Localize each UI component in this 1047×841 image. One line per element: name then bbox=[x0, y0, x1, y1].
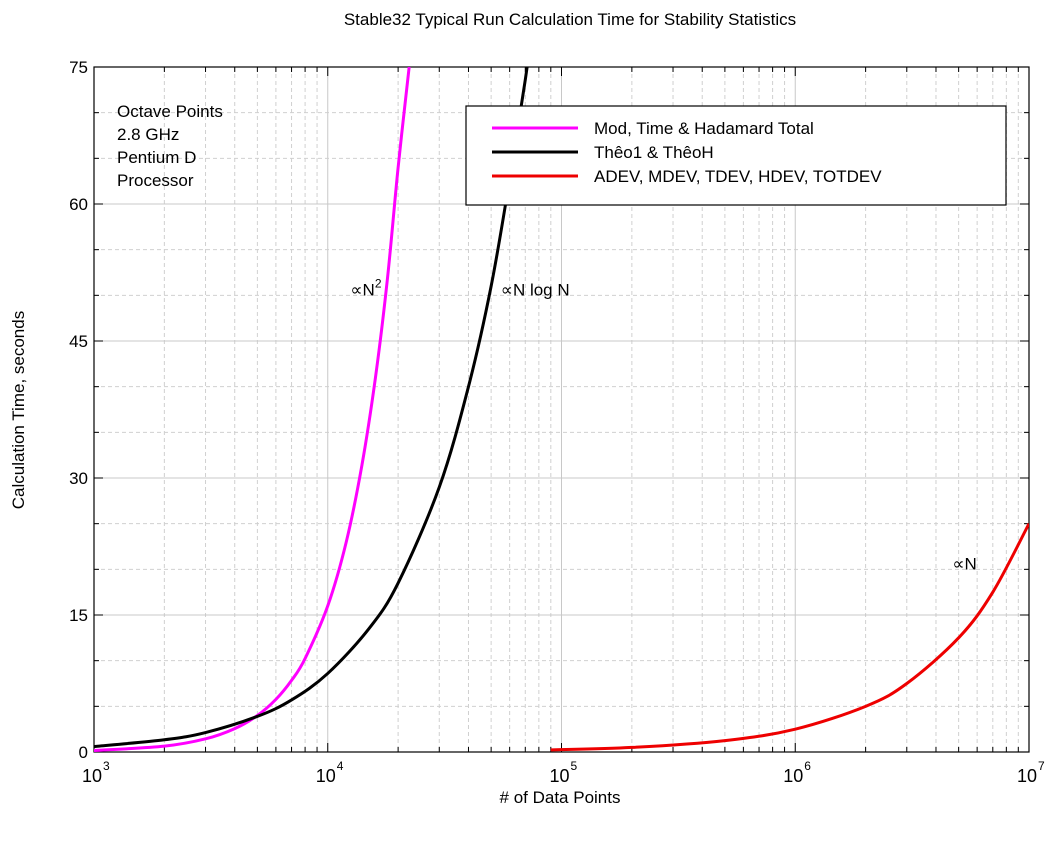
svg-text:6: 6 bbox=[804, 759, 811, 773]
svg-text:10: 10 bbox=[316, 766, 336, 786]
x-tick-label: 10 6 bbox=[783, 759, 811, 786]
x-tick-label: 10 5 bbox=[549, 759, 577, 786]
y-tick-labels: 0 15 30 45 60 75 bbox=[69, 58, 88, 762]
x-tick-label: 10 3 bbox=[82, 759, 110, 786]
y-tick-label: 30 bbox=[69, 469, 88, 488]
legend-label: Thêo1 & ThêoH bbox=[594, 143, 714, 162]
y-tick-label: 15 bbox=[69, 606, 88, 625]
svg-text:10: 10 bbox=[1017, 766, 1037, 786]
series-line-0 bbox=[94, 67, 411, 752]
chart-title: Stable32 Typical Run Calculation Time fo… bbox=[344, 10, 796, 29]
svg-text:4: 4 bbox=[337, 759, 344, 773]
svg-text:10: 10 bbox=[82, 766, 102, 786]
y-tick-label: 60 bbox=[69, 195, 88, 214]
curve-annotation: ∝N2 bbox=[350, 276, 381, 299]
info-line: Octave Points bbox=[117, 102, 223, 121]
svg-text:10: 10 bbox=[549, 766, 569, 786]
svg-text:7: 7 bbox=[1038, 759, 1045, 773]
info-line: Pentium D bbox=[117, 148, 196, 167]
curve-annotation: ∝N bbox=[952, 554, 976, 573]
info-line: 2.8 GHz bbox=[117, 125, 179, 144]
x-tick-label: 10 7 bbox=[1017, 759, 1045, 786]
info-line: Processor bbox=[117, 171, 194, 190]
x-axis-label: # of Data Points bbox=[500, 788, 621, 807]
y-tick-label: 45 bbox=[69, 332, 88, 351]
x-tick-labels: 10 3 10 4 10 5 10 6 10 7 bbox=[82, 759, 1045, 786]
legend-box bbox=[465, 105, 1007, 206]
info-text: Octave Points 2.8 GHz Pentium D Processor bbox=[117, 102, 223, 190]
y-tick-label: 0 bbox=[79, 743, 88, 762]
y-tick-label: 75 bbox=[69, 58, 88, 77]
x-tick-label: 10 4 bbox=[316, 759, 344, 786]
curve-annotation: ∝N log N bbox=[501, 280, 570, 299]
y-axis-label: Calculation Time, seconds bbox=[9, 311, 28, 509]
svg-text:3: 3 bbox=[103, 759, 110, 773]
series-line-2 bbox=[550, 522, 1029, 752]
curve-annotations: ∝N2 ∝N log N ∝N bbox=[350, 276, 976, 573]
legend-label: Mod, Time & Hadamard Total bbox=[594, 119, 814, 138]
svg-text:10: 10 bbox=[783, 766, 803, 786]
svg-text:5: 5 bbox=[571, 759, 578, 773]
legend: Mod, Time & Hadamard Total Thêo1 & ThêoH A… bbox=[465, 105, 1007, 206]
legend-label: ADEV, MDEV, TDEV, HDEV, TOTDEV bbox=[594, 167, 882, 186]
